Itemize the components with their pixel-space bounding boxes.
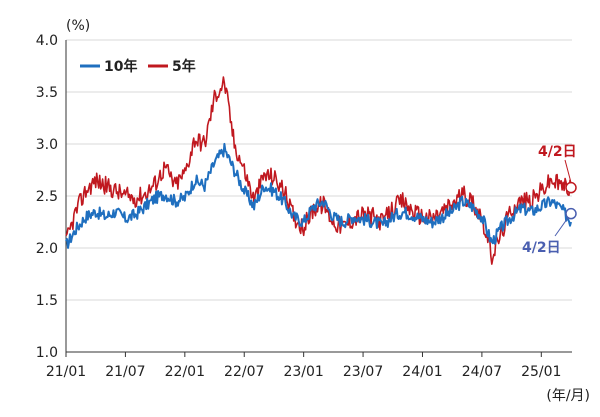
x-tick-label: 24/07 (462, 364, 502, 380)
annotation-leader-5y (564, 159, 572, 183)
x-tick-labels: 21/01 21/07 22/01 22/07 23/01 23/07 24/01 24/07… (46, 352, 561, 380)
legend-label-10y: 10年 (104, 58, 137, 75)
x-tick-label: 23/07 (343, 364, 383, 380)
y-tick-label: 1.0 (36, 345, 58, 361)
y-tick-label: 3.0 (36, 137, 58, 153)
y-tick-labels: 1.0 1.5 2.0 2.5 3.0 3.5 4.0 (36, 33, 58, 361)
x-tick-label: 25/01 (521, 364, 561, 380)
legend: 10年 5年 (80, 58, 196, 75)
annotation-label-10y: 4/2日 (522, 240, 561, 256)
y-tick-label: 2.5 (36, 189, 58, 205)
x-tick-label: 21/07 (105, 364, 145, 380)
annotation-label-5y: 4/2日 (538, 144, 577, 160)
x-tick-label: 23/01 (283, 364, 323, 380)
series-line-10y (65, 142, 572, 249)
y-tick-label: 3.5 (36, 85, 58, 101)
y-tick-label: 2.0 (36, 241, 58, 257)
annotations: 4/2日 4/2日 (522, 144, 577, 256)
x-unit-label: (年/月) (546, 388, 590, 404)
y-tick-label: 1.5 (36, 293, 58, 309)
y-tick-label: 4.0 (36, 33, 58, 49)
grid-lines (66, 39, 572, 301)
x-tick-label: 24/01 (402, 364, 442, 380)
legend-label-5y: 5年 (172, 58, 196, 75)
annotation-marker-10y (565, 207, 577, 220)
annotation-marker-5y (565, 181, 577, 194)
x-tick-label: 21/01 (46, 364, 86, 380)
y-unit-label: (%) (66, 18, 90, 34)
x-tick-label: 22/07 (224, 364, 264, 380)
annotation-leader-10y (554, 217, 569, 237)
axes (65, 40, 572, 353)
series-lines (65, 76, 572, 265)
x-tick-label: 22/01 (165, 364, 205, 380)
